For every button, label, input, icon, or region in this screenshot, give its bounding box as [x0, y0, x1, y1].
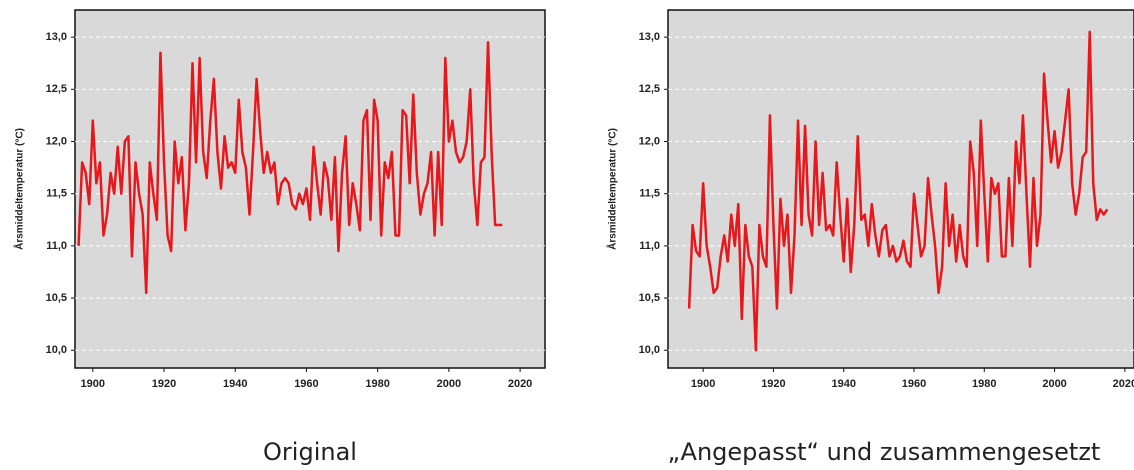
x-tick-label: 2000 [437, 378, 461, 390]
y-tick-label: 12,0 [46, 135, 67, 147]
y-tick-label: 10,0 [639, 344, 660, 356]
y-tick-label: 11,5 [46, 188, 67, 200]
x-tick-label: 1940 [831, 378, 855, 390]
y-tick-label: 12,0 [639, 135, 660, 147]
x-tick-label: 1920 [761, 378, 785, 390]
y-tick-label: 12,5 [639, 83, 660, 95]
plot-area [667, 9, 1134, 369]
y-axis-label: Årsmiddeltemperatur (°C) [13, 128, 26, 250]
y-tick-label: 11,5 [639, 188, 660, 200]
caption: Original [263, 438, 357, 466]
x-tick-label: 2020 [1113, 378, 1134, 390]
x-tick-label: 2020 [508, 378, 532, 390]
y-tick-label: 11,0 [46, 240, 67, 252]
x-tick-label: 1920 [152, 378, 176, 390]
y-tick-label: 10,0 [46, 344, 67, 356]
y-tick-label: 10,5 [46, 292, 67, 304]
x-tick-label: 1980 [972, 378, 996, 390]
y-tick-label: 13,0 [639, 31, 660, 43]
x-tick-label: 1900 [691, 378, 715, 390]
caption: „Angepasst“ und zusammengesetzt [668, 438, 1101, 466]
x-tick-label: 1940 [223, 378, 247, 390]
y-tick-label: 13,0 [46, 31, 67, 43]
x-tick-label: 2000 [1042, 378, 1066, 390]
data-line [77, 41, 503, 295]
y-tick-label: 10,5 [639, 292, 660, 304]
y-tick-label: 11,0 [639, 240, 660, 252]
x-tick-label: 1960 [294, 378, 318, 390]
x-tick-label: 1980 [365, 378, 389, 390]
y-axis-label: Årsmiddeltemperatur (°C) [606, 128, 619, 250]
data-line [687, 30, 1109, 352]
x-tick-label: 1960 [902, 378, 926, 390]
x-tick-label: 1900 [81, 378, 105, 390]
y-tick-label: 12,5 [46, 83, 67, 95]
